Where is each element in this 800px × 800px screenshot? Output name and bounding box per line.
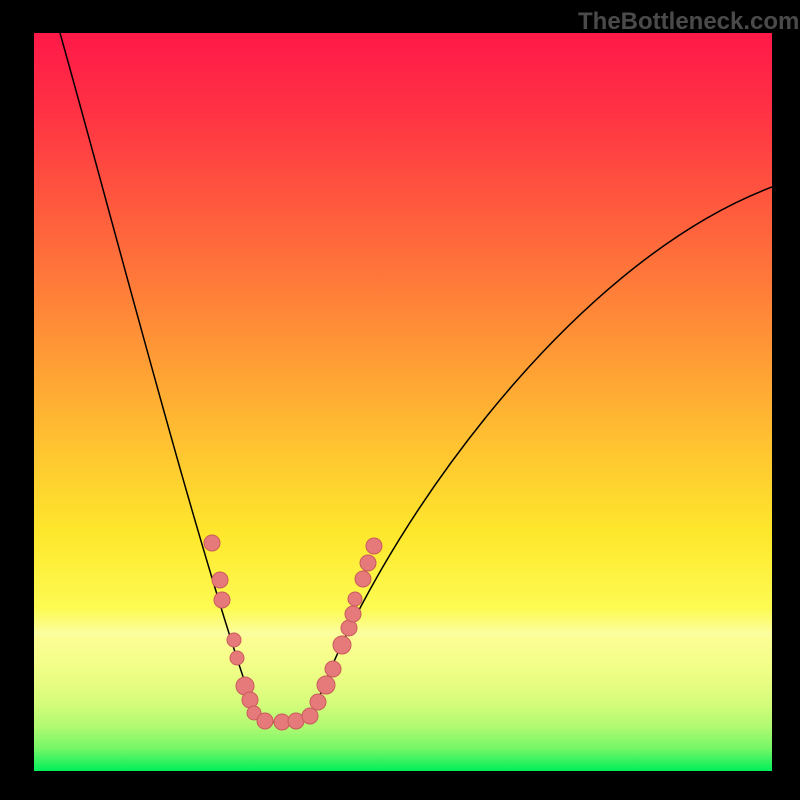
data-point: [212, 572, 228, 588]
data-point: [366, 538, 382, 554]
data-point: [310, 694, 326, 710]
data-point: [360, 555, 376, 571]
data-point: [227, 633, 241, 647]
data-point: [257, 713, 273, 729]
plot-area: [34, 33, 772, 771]
gradient-background: [34, 33, 772, 771]
data-point: [204, 535, 220, 551]
data-point: [317, 676, 335, 694]
data-point: [325, 661, 341, 677]
data-point: [214, 592, 230, 608]
chart-container: TheBottleneck.com: [0, 0, 800, 800]
data-point: [242, 692, 258, 708]
data-point: [341, 620, 357, 636]
data-point: [333, 636, 351, 654]
chart-svg: [34, 33, 772, 771]
data-point: [302, 708, 318, 724]
data-point: [348, 592, 362, 606]
watermark-label: TheBottleneck.com: [578, 8, 799, 36]
data-point: [345, 606, 361, 622]
data-point: [355, 571, 371, 587]
data-point: [230, 651, 244, 665]
